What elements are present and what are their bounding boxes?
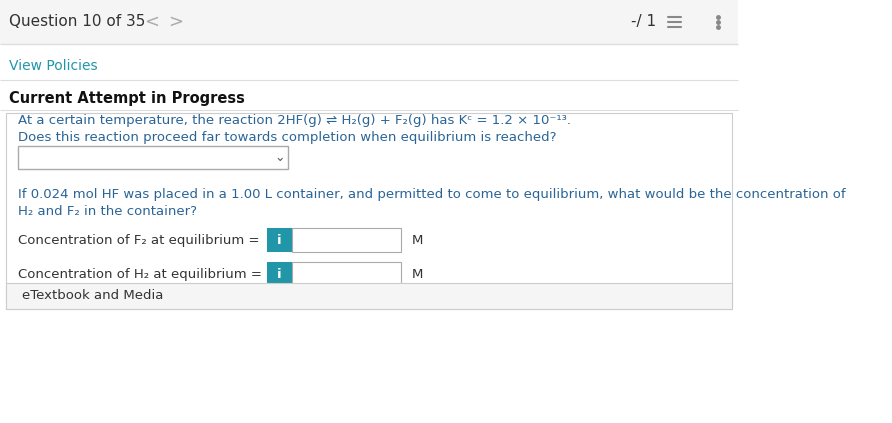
FancyBboxPatch shape <box>6 283 732 309</box>
Text: M: M <box>411 268 423 280</box>
Text: At a certain temperature, the reaction 2HF(g) ⇌ H₂(g) + F₂(g) has Kᶜ = 1.2 × 10⁻: At a certain temperature, the reaction 2… <box>19 114 572 127</box>
FancyBboxPatch shape <box>292 228 401 252</box>
Text: View Policies: View Policies <box>9 58 97 73</box>
Text: M: M <box>411 234 423 247</box>
Text: <: < <box>144 13 159 31</box>
Text: eTextbook and Media: eTextbook and Media <box>22 289 163 302</box>
Text: Concentration of H₂ at equilibrium =: Concentration of H₂ at equilibrium = <box>19 268 262 280</box>
Text: Does this reaction proceed far towards completion when equilibrium is reached?: Does this reaction proceed far towards c… <box>19 131 557 144</box>
FancyBboxPatch shape <box>292 262 401 286</box>
Text: Question 10 of 35: Question 10 of 35 <box>9 14 145 30</box>
Text: i: i <box>277 268 282 280</box>
Text: >: > <box>169 13 184 31</box>
FancyBboxPatch shape <box>268 262 292 286</box>
Text: H₂ and F₂ in the container?: H₂ and F₂ in the container? <box>19 205 197 218</box>
FancyBboxPatch shape <box>19 146 288 169</box>
FancyBboxPatch shape <box>6 113 732 309</box>
Text: If 0.024 mol HF was placed in a 1.00 L container, and permitted to come to equil: If 0.024 mol HF was placed in a 1.00 L c… <box>19 188 847 201</box>
Text: Current Attempt in Progress: Current Attempt in Progress <box>9 91 244 106</box>
FancyBboxPatch shape <box>268 228 292 252</box>
Text: i: i <box>277 234 282 247</box>
Text: ⌄: ⌄ <box>275 151 285 164</box>
FancyBboxPatch shape <box>0 0 739 44</box>
Text: -/ 1: -/ 1 <box>632 14 657 30</box>
Text: Concentration of F₂ at equilibrium =: Concentration of F₂ at equilibrium = <box>19 234 260 247</box>
